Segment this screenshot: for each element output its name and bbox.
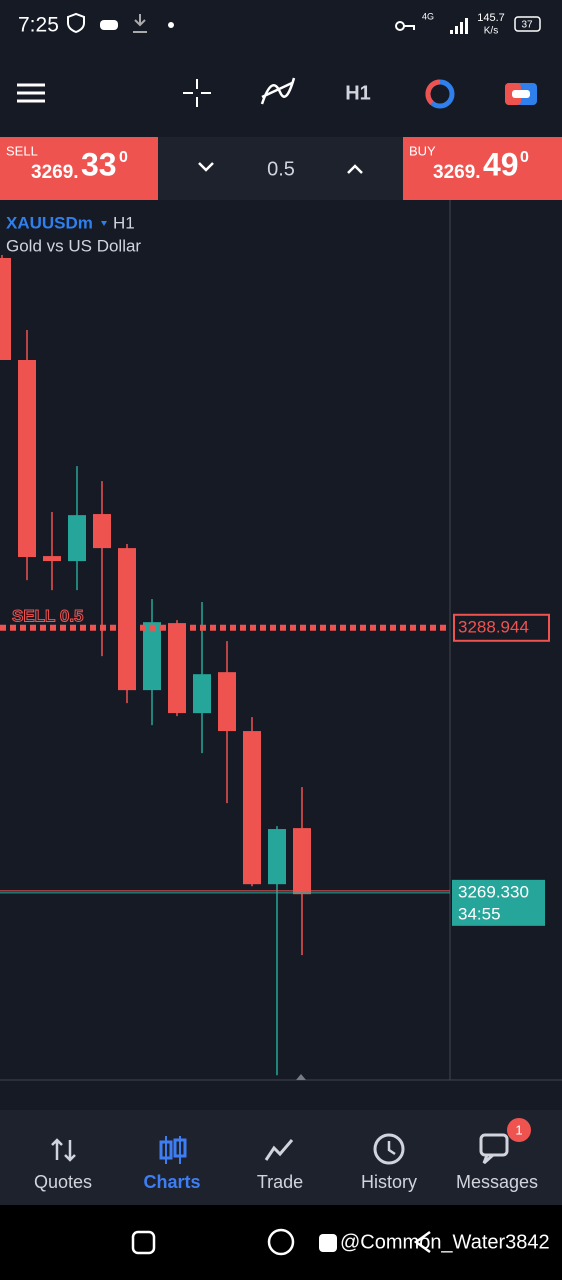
symbol-description: Gold vs US Dollar (6, 236, 141, 255)
candle-body (18, 360, 36, 558)
sell-price-big: 33 (81, 146, 117, 182)
volume-up[interactable] (347, 164, 363, 174)
buy-label: BUY (409, 143, 436, 158)
nav-label[interactable]: Trade (257, 1172, 303, 1192)
battery-level: 37 (521, 20, 533, 31)
quotes-icon[interactable] (51, 1138, 76, 1162)
buy-price-big: 49 (483, 146, 519, 182)
sell-price-sup: 0 (119, 149, 128, 166)
recents-button[interactable] (131, 1230, 156, 1255)
charts-icon-2 (173, 1138, 187, 1158)
sell-label: SELL (6, 143, 38, 158)
nav-label[interactable]: History (361, 1172, 417, 1192)
charts-icon[interactable] (159, 1140, 173, 1160)
trade-button-mark (512, 90, 530, 98)
overlay: SELL 0.5 3288.944 3269.330 34:55 (0, 606, 550, 926)
nav-label[interactable]: Messages (456, 1172, 538, 1192)
candle-body (193, 674, 211, 714)
crosshair-button[interactable] (183, 79, 211, 107)
nav-labels: Quotes Charts Trade History Messages (34, 1172, 538, 1192)
candle-body (68, 515, 86, 562)
signal-icon (450, 18, 468, 34)
net-speed: 145.7 (477, 12, 505, 24)
buy-price-sup: 0 (520, 149, 529, 166)
candle-body (93, 514, 111, 549)
candle-body (143, 622, 161, 691)
system-nav (0, 1205, 562, 1280)
order-price: 3288.944 (458, 617, 529, 636)
back-button[interactable] (413, 1230, 431, 1254)
candle-body (243, 731, 261, 885)
candle-body (118, 548, 136, 691)
watermark: @Common_Water3842 (340, 1231, 550, 1253)
history-hands (387, 1141, 396, 1156)
bar-countdown: 34:55 (458, 904, 501, 923)
messages-icon[interactable] (479, 1133, 509, 1157)
volume[interactable]: 0.5 (267, 158, 295, 180)
order-label: SELL 0.5 (12, 606, 84, 625)
dot-icon (168, 22, 174, 28)
battery-icon (514, 16, 541, 32)
bid-price-box (452, 879, 545, 926)
network-type: 4G (422, 11, 434, 21)
candle-body (218, 672, 236, 732)
clock: 7:25 (18, 14, 59, 37)
nav-label[interactable]: Charts (143, 1172, 200, 1192)
buy-price-main: 3269. (433, 162, 481, 183)
home-button[interactable] (267, 1228, 295, 1256)
symbol[interactable]: XAUUSDm (6, 213, 93, 232)
download-icon (133, 14, 147, 33)
chart-timeframe: H1 (113, 213, 135, 232)
candle-body (0, 257, 11, 360)
messages-tail (482, 1153, 494, 1165)
volume-down[interactable] (198, 162, 214, 172)
nav-label[interactable]: Quotes (34, 1172, 92, 1192)
candles (0, 255, 311, 1076)
bottom-nav (0, 1110, 562, 1205)
messages-badge (507, 1118, 531, 1142)
sell-price-main: 3269. (31, 162, 79, 183)
buy-button[interactable] (403, 137, 562, 200)
net-speed-unit: K/s (484, 26, 498, 37)
order-price-box (453, 613, 550, 642)
game-icon (100, 20, 118, 30)
candle-body (168, 623, 186, 714)
key-icon (395, 21, 415, 31)
history-icon[interactable] (373, 1133, 405, 1165)
timeframe-button[interactable]: H1 (345, 82, 371, 104)
menu-button[interactable] (17, 83, 45, 103)
candle-body (43, 556, 61, 562)
indicators-button[interactable] (260, 77, 296, 105)
trade-icon[interactable] (264, 1139, 294, 1161)
watermark-icon (319, 1234, 337, 1252)
bid-price: 3269.330 (458, 882, 529, 901)
symbol-dropdown[interactable] (101, 221, 107, 226)
sell-button[interactable] (0, 137, 158, 200)
candle-body (293, 828, 311, 895)
shield-icon (67, 12, 85, 34)
chart-type-accent (425, 79, 441, 105)
badge-count: 1 (515, 1122, 522, 1137)
scroll-marker (296, 1074, 306, 1080)
candle-body (268, 829, 286, 885)
